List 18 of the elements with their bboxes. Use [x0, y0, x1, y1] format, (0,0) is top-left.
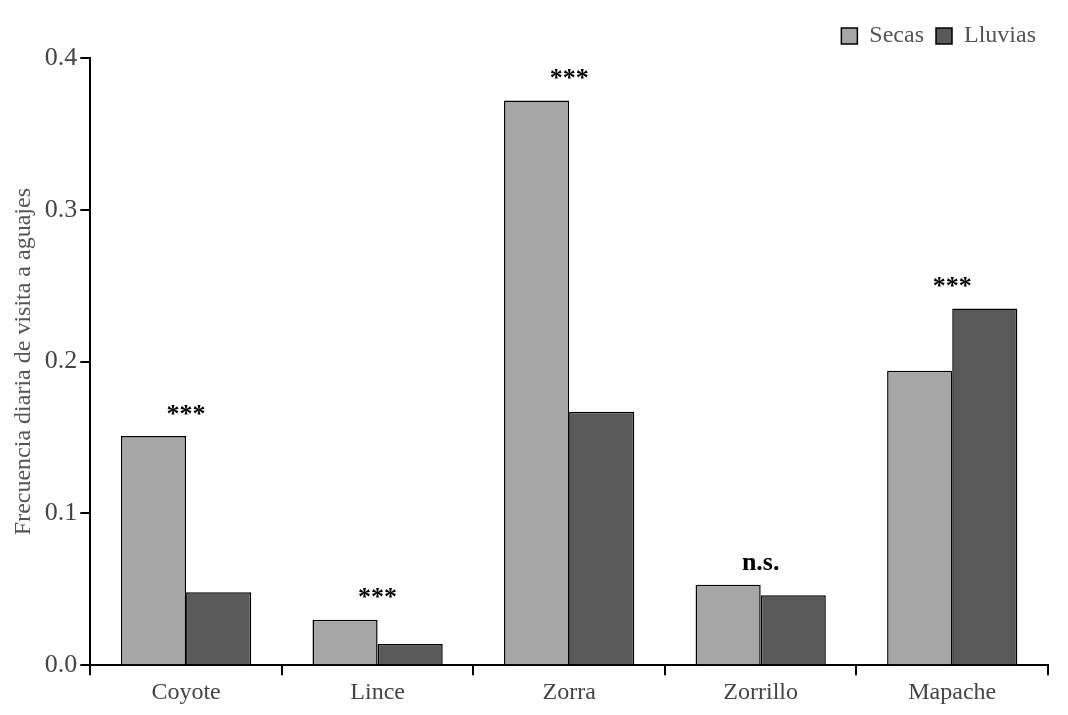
x-tick-label: Coyote [151, 677, 221, 704]
annotation: *** [932, 271, 972, 301]
y-tick-label: 0.4 [44, 41, 78, 71]
y-tick-label: 0.2 [44, 345, 78, 375]
annotation: *** [358, 582, 398, 612]
annotation: *** [549, 63, 589, 93]
annotation: n.s. [741, 547, 780, 577]
y-tick-label: 0.0 [44, 649, 78, 679]
annotation: *** [166, 398, 206, 428]
legend-label: Secas [869, 21, 925, 48]
x-tick-label: Zorra [542, 677, 597, 704]
y-tick-label: 0.3 [44, 193, 78, 223]
legend-label: Lluvias [964, 21, 1037, 48]
x-tick-label: Zorrillo [723, 677, 799, 704]
x-tick-label: Mapache [908, 677, 997, 704]
y-axis-title: Frecuencia diaria de visita a aguajes [8, 188, 35, 536]
y-tick-label: 0.1 [44, 497, 78, 527]
x-tick-label: Lince [350, 677, 405, 704]
